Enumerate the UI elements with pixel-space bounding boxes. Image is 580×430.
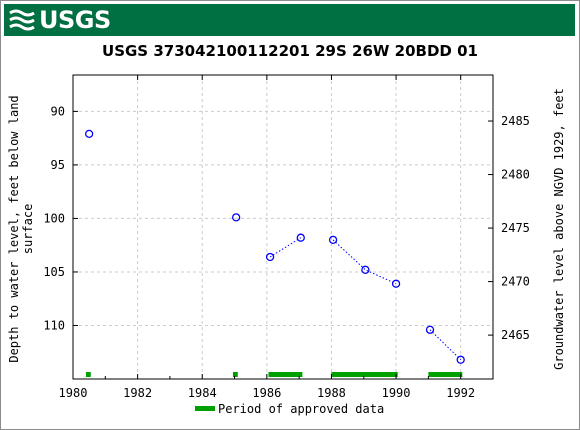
x-tick-label: 1982: [123, 386, 152, 400]
y-left-tick-label: 95: [51, 158, 65, 172]
y-right-tick-label: 2465: [501, 328, 530, 342]
x-tick-label: 1988: [317, 386, 346, 400]
approved-period-bar: [331, 372, 398, 377]
y-axis-right-label: Groundwater level above NGVD 1929, feet: [552, 88, 566, 370]
data-point[interactable]: [425, 325, 435, 334]
y-left-tick-label: 90: [51, 104, 65, 118]
data-point[interactable]: [85, 129, 94, 139]
data-point[interactable]: [456, 355, 465, 364]
plot-area: [72, 74, 494, 380]
legend: Period of approved data: [195, 402, 384, 416]
data-point[interactable]: [232, 213, 241, 222]
y-axis-left-label-line-1: Depth to water level, feet below land: [7, 95, 21, 362]
data-point[interactable]: [361, 265, 370, 274]
x-tick-label: 1980: [59, 386, 88, 400]
x-tick-label: 1984: [188, 386, 217, 400]
series-line: [332, 239, 397, 285]
y-right-tick-label: 2485: [501, 114, 530, 128]
x-tick-label: 1986: [252, 386, 281, 400]
usgs-wave-icon: [9, 9, 35, 31]
approved-period-bar: [232, 372, 238, 377]
y-left-tick-label: 105: [43, 265, 65, 279]
data-point[interactable]: [328, 235, 338, 244]
y-axis-left-label-line-2: surface: [21, 204, 35, 255]
usgs-logo-text: USGS: [39, 6, 111, 34]
usgs-logo[interactable]: USGS: [9, 7, 111, 33]
series-line: [429, 329, 462, 361]
data-point[interactable]: [391, 279, 401, 288]
y-left-tick-label: 100: [43, 211, 65, 225]
chart-title: USGS 373042100112201 29S 26W 20BDD 01: [102, 42, 478, 60]
series-line: [269, 237, 302, 258]
data-point[interactable]: [296, 233, 305, 242]
y-right-tick-label: 2470: [501, 275, 530, 289]
usgs-banner: USGS: [4, 4, 575, 36]
x-tick-label: 1990: [382, 386, 411, 400]
legend-label: Period of approved data: [218, 402, 384, 416]
x-tick-label: 1992: [446, 386, 475, 400]
approved-period-bar: [85, 372, 91, 377]
y-left-tick-label: 110: [43, 318, 65, 332]
y-right-tick-label: 2475: [501, 221, 530, 235]
approved-period-bar: [268, 372, 303, 377]
approved-period-bar: [428, 372, 463, 377]
y-right-tick-label: 2480: [501, 168, 530, 182]
legend-swatch: [195, 406, 215, 411]
data-point[interactable]: [265, 252, 275, 262]
